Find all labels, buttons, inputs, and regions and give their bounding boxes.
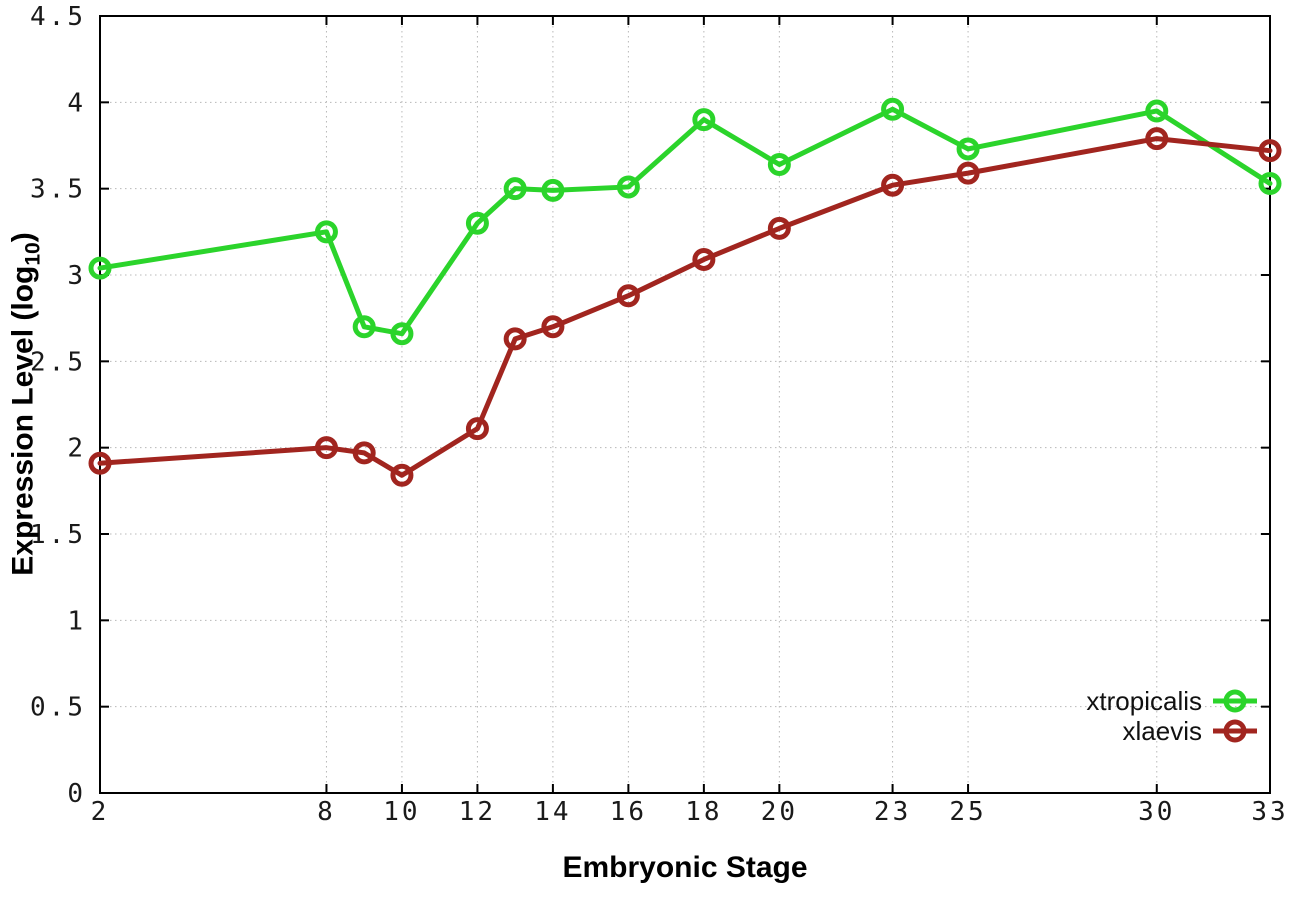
y-tick-label: 4.5	[30, 2, 86, 32]
data-point-marker	[616, 284, 640, 308]
x-tick-label: 8	[317, 797, 336, 827]
x-axis-title: Embryonic Stage	[562, 851, 808, 884]
data-point-marker	[767, 216, 791, 240]
y-tick-label: 4	[67, 88, 86, 118]
grid-layer	[99, 15, 1271, 794]
data-point-marker	[881, 173, 905, 197]
y-axis-title-suffix: )	[6, 232, 40, 243]
series-xlaevis	[88, 127, 1282, 487]
y-tick-label: 3	[67, 261, 86, 291]
data-point-marker	[692, 247, 716, 271]
data-point-marker	[1145, 127, 1169, 151]
data-point-marker	[88, 451, 112, 475]
y-axis-title-subscript: 10	[21, 242, 45, 266]
legend-label: xlaevis	[1122, 716, 1202, 746]
legend-sample-marker	[1223, 689, 1247, 713]
data-point-marker	[956, 161, 980, 185]
data-point-marker	[767, 152, 791, 176]
plot-border	[99, 15, 1271, 794]
data-point-marker	[503, 177, 527, 201]
legend-sample-icon	[1213, 719, 1257, 743]
x-tick-label: 16	[610, 797, 647, 827]
x-tick-label: 25	[949, 797, 986, 827]
data-point-marker	[503, 327, 527, 351]
legend: xtropicalis xlaevis	[1086, 686, 1258, 746]
data-point-marker	[1145, 99, 1169, 123]
series-line-xtropicalis	[97, 106, 1273, 337]
y-tick-label: 3.5	[30, 175, 86, 205]
series-xtropicalis	[88, 97, 1282, 346]
y-axis-title-text: Expression Level (log	[6, 265, 40, 576]
data-point-marker	[1258, 171, 1282, 195]
data-point-marker	[314, 220, 338, 244]
y-tick-label: 1.5	[30, 520, 86, 550]
data-point-marker	[956, 137, 980, 161]
data-point-marker	[465, 417, 489, 441]
x-tick-label: 23	[874, 797, 911, 827]
data-point-marker	[616, 175, 640, 199]
data-point-marker	[541, 178, 565, 202]
y-tick-label: 2	[67, 434, 86, 464]
x-tick-label: 10	[383, 797, 420, 827]
x-tick-label: 12	[459, 797, 496, 827]
data-point-marker	[465, 211, 489, 235]
x-tick-label: 33	[1251, 797, 1288, 827]
tick-label-layer: 2 8 10 12 14 16 18 20 23 25 30 33 0 0.5 1 1.5 2 2.5 3 3.5 4 4…	[30, 2, 1288, 827]
data-point-marker	[314, 436, 338, 460]
data-point-marker	[352, 441, 376, 465]
legend-sample-icon	[1213, 689, 1257, 713]
x-tick-label: 18	[685, 797, 722, 827]
legend-label: xtropicalis	[1086, 686, 1202, 716]
data-point-marker	[88, 256, 112, 280]
data-point-marker	[881, 97, 905, 121]
y-axis-title: Expression Level (log10)	[7, 232, 46, 575]
y-tick-label: 2.5	[30, 347, 86, 377]
y-tick-label: 1	[67, 606, 86, 636]
y-tick-label: 0.5	[30, 693, 86, 723]
axes-layer	[99, 15, 1271, 794]
data-point-marker	[390, 322, 414, 346]
data-point-marker	[541, 315, 565, 339]
x-tick-label: 20	[761, 797, 798, 827]
data-point-marker	[692, 108, 716, 132]
data-point-marker	[390, 463, 414, 487]
legend-entry-xlaevis: xlaevis	[1086, 716, 1258, 746]
x-tick-label: 2	[91, 797, 110, 827]
x-tick-label: 30	[1138, 797, 1175, 827]
y-tick-label: 0	[67, 779, 86, 809]
legend-sample-marker	[1223, 719, 1247, 743]
data-point-marker	[1258, 139, 1282, 163]
data-point-marker	[352, 315, 376, 339]
legend-entry-xtropicalis: xtropicalis	[1086, 686, 1258, 716]
x-tick-label: 14	[534, 797, 571, 827]
